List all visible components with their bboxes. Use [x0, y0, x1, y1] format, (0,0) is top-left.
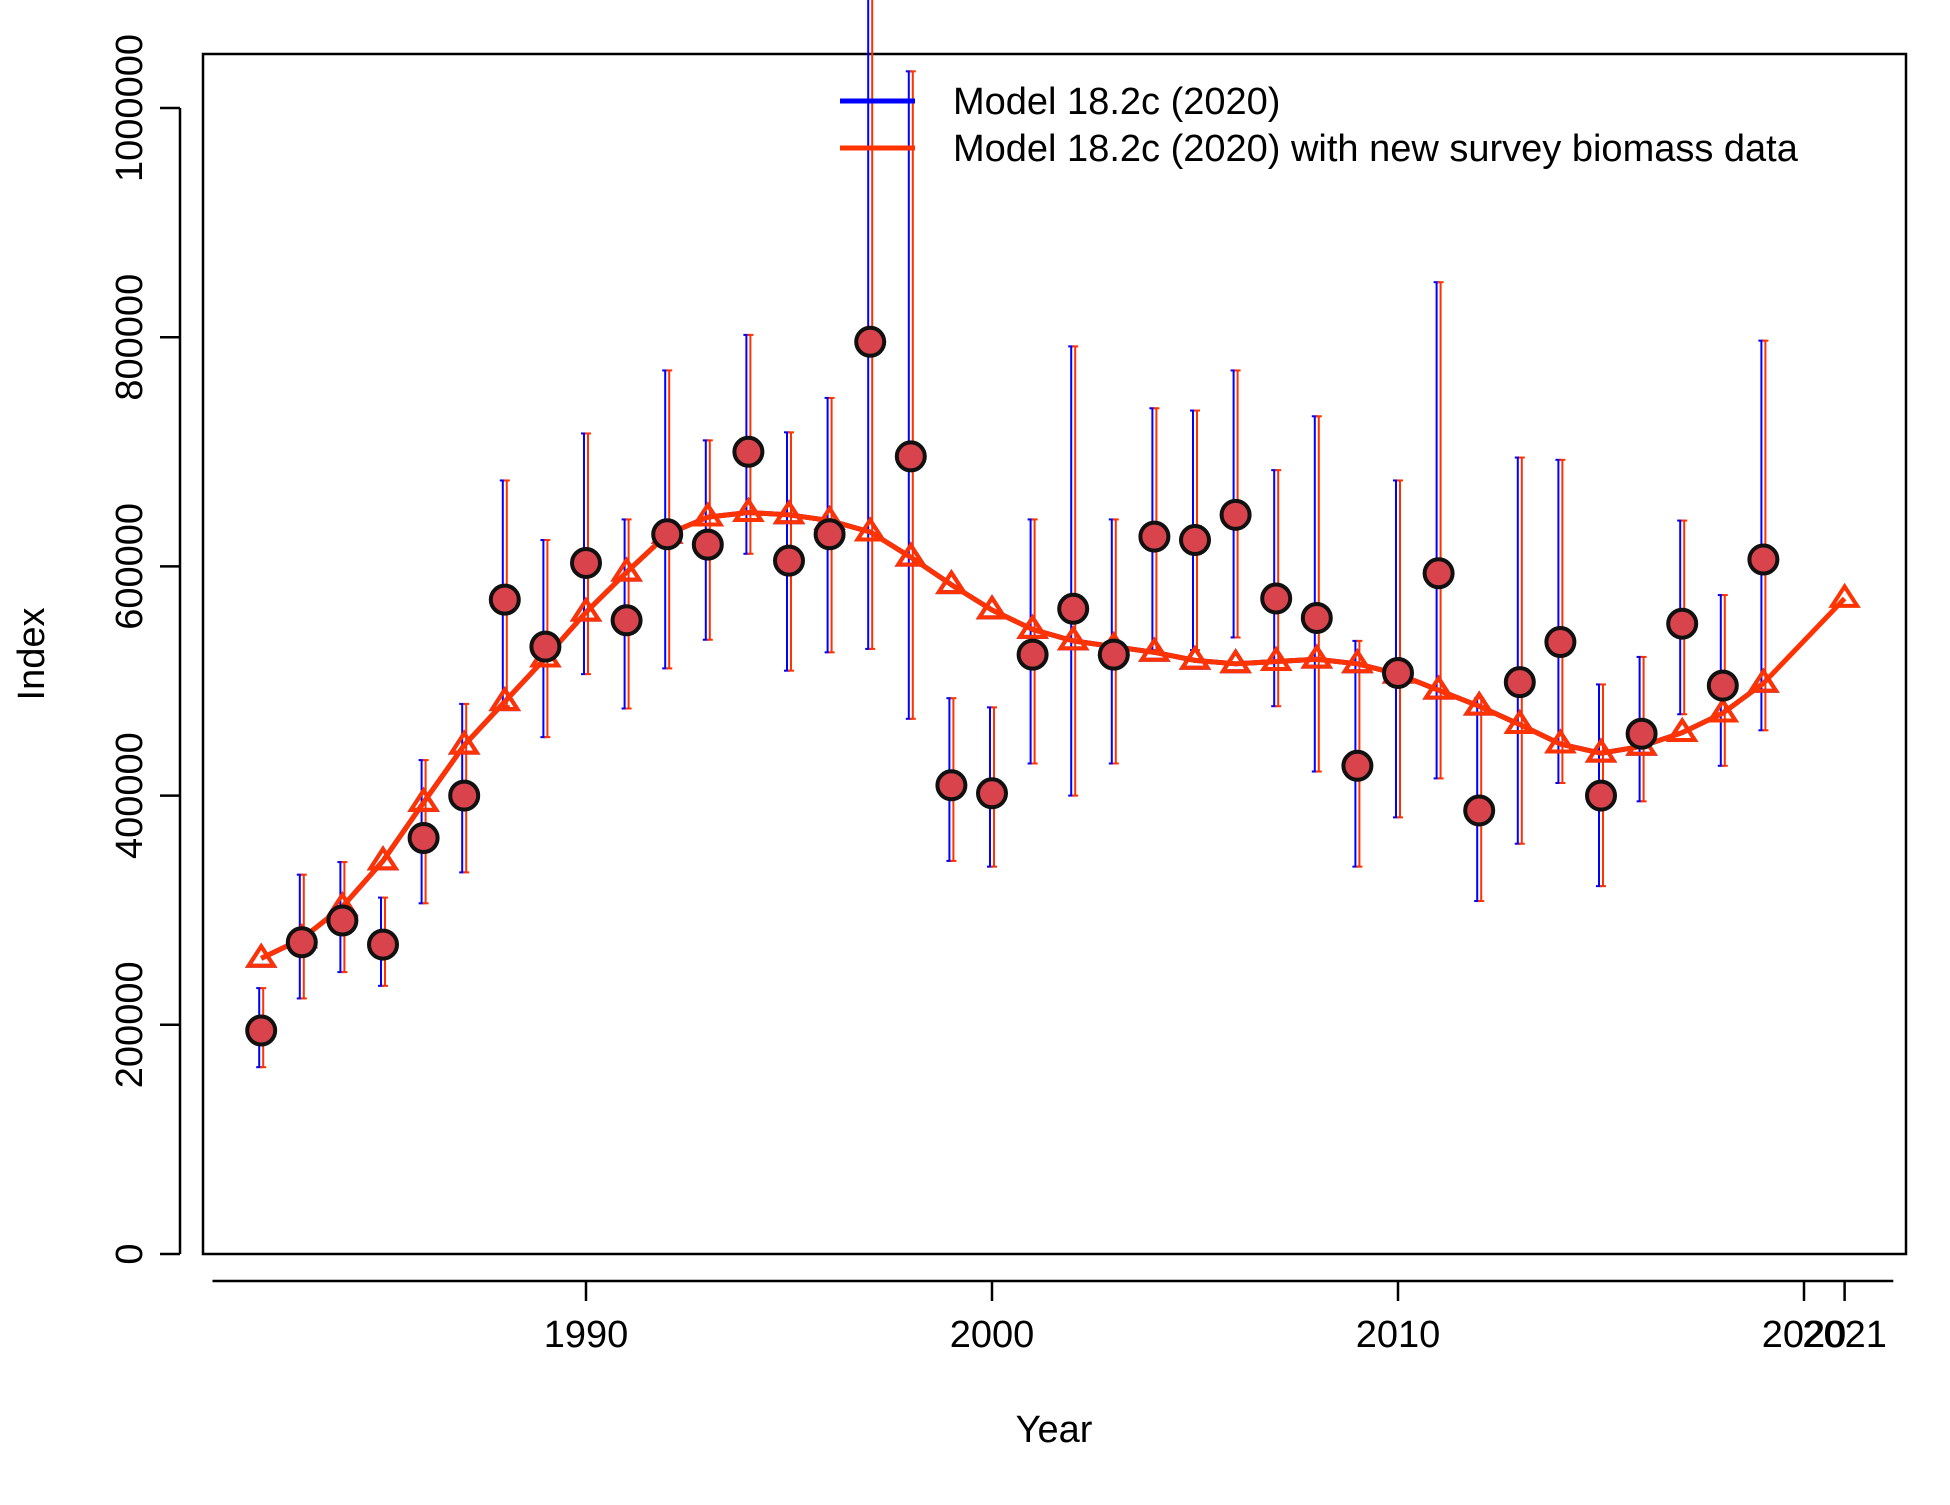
observed-point — [1219, 498, 1252, 531]
series-point-model-new — [853, 516, 887, 542]
x-tick-label: 2021 — [1802, 1314, 1887, 1356]
series-point-model-new — [1503, 708, 1537, 734]
series-point-model-new — [1422, 674, 1455, 700]
plot-frame — [201, 52, 1908, 1256]
y-tick-label: 600000 — [109, 503, 151, 630]
series-point-model-new — [1219, 648, 1252, 674]
series-point-model-new — [610, 556, 643, 582]
observed-point — [813, 518, 846, 551]
series-point-model-new — [1462, 690, 1496, 716]
observed-point — [732, 435, 765, 468]
series-point-model-new — [447, 729, 481, 755]
observed-point — [448, 779, 481, 812]
series-point-model-new — [1341, 648, 1374, 674]
x-tick-label: 1990 — [544, 1314, 629, 1356]
observed-point — [1625, 717, 1658, 750]
observed-point — [691, 528, 724, 561]
x-tick-label: 2010 — [1356, 1314, 1441, 1356]
observed-point — [1544, 626, 1577, 659]
x-tick-label: 2020 — [1762, 1314, 1847, 1356]
x-tick-label: 2000 — [950, 1314, 1035, 1356]
observed-point — [407, 822, 440, 855]
y-tick-label: 0 — [109, 1243, 151, 1264]
series-point-model-new — [244, 942, 278, 968]
observed-points — [245, 325, 1780, 1047]
y-axis: 0 200000 400000 600000 800000 1000000 — [109, 34, 182, 1265]
observed-point — [1747, 543, 1780, 576]
series-point-model-new — [1259, 645, 1293, 671]
series-point-model-new — [1056, 625, 1090, 651]
observed-point — [1097, 638, 1130, 671]
x-axis-title: Year — [1016, 1409, 1093, 1451]
observed-point — [1503, 666, 1536, 699]
series-line-model-new — [260, 510, 1847, 961]
observed-point — [854, 325, 887, 358]
observed-point — [1706, 669, 1739, 702]
observed-point — [1057, 592, 1090, 625]
series-point-model-new — [407, 786, 440, 812]
observed-point — [1260, 582, 1293, 615]
y-axis-title: Index — [11, 608, 53, 701]
observed-point — [1585, 779, 1617, 812]
observed-point — [935, 769, 968, 802]
legend-label-model-new: Model 18.2c (2020) with new survey bioma… — [953, 128, 1799, 170]
observed-point — [1382, 656, 1414, 689]
series-point-model-new — [1828, 582, 1861, 608]
series-point-model-new — [488, 685, 522, 712]
observed-point — [326, 904, 359, 937]
series-point-model-new — [1665, 716, 1699, 743]
observed-point — [610, 604, 643, 637]
y-tick-label: 800000 — [109, 274, 151, 401]
observed-point — [1300, 601, 1333, 634]
series-point-model-new — [366, 845, 400, 871]
observed-point — [894, 440, 927, 473]
observed-point — [1341, 749, 1374, 782]
series-point-model-new — [772, 499, 806, 525]
series-point-model-new — [1178, 644, 1212, 670]
series-point-model-new — [1747, 667, 1780, 693]
series-point-model-new — [1706, 697, 1740, 723]
model-lines — [244, 496, 1861, 968]
legend-label-model-2020: Model 18.2c (2020) — [953, 81, 1280, 123]
observed-point — [1666, 607, 1699, 640]
observed-point — [488, 583, 521, 616]
series-point-model-new — [1544, 728, 1577, 754]
observed-point — [1422, 557, 1455, 590]
observed-point — [773, 544, 805, 577]
series-point-model-new — [1016, 613, 1049, 639]
legend: Model 18.2c (2020) Model 18.2c (2020) wi… — [840, 81, 1799, 170]
observed-point — [651, 518, 684, 551]
y-tick-label: 400000 — [109, 732, 151, 859]
observed-point — [245, 1014, 278, 1047]
series-point-model-new — [1138, 636, 1171, 662]
observed-point — [1179, 524, 1211, 557]
series-point-model-new — [1584, 737, 1618, 763]
series-point-model-new — [935, 569, 968, 595]
observed-point — [570, 546, 602, 579]
observed-point — [1138, 520, 1171, 553]
series-point-model-new — [691, 501, 725, 527]
observed-point — [529, 630, 562, 663]
series-point-model-new — [894, 541, 928, 567]
y-tick-label: 200000 — [109, 961, 151, 1088]
series-point-model-new — [732, 496, 765, 522]
series-point-model-new — [975, 594, 1009, 620]
observed-point — [976, 777, 1008, 810]
observed-point — [285, 926, 318, 959]
observed-point — [1016, 638, 1049, 671]
series-point-model-new — [1300, 643, 1334, 669]
observed-point — [367, 928, 399, 961]
series-point-model-new — [569, 596, 603, 622]
observed-point — [1463, 794, 1496, 827]
y-tick-label: 1000000 — [109, 34, 151, 182]
